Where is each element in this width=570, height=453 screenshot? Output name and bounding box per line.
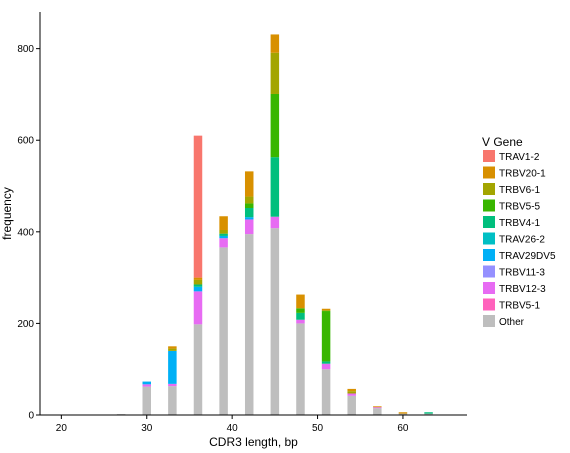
x-ticks: 20 30 40 50 60 [56, 415, 409, 434]
bar-segment-39-trbv20-1 [219, 216, 228, 230]
bar-segment-36-trbv6-1 [193, 279, 203, 285]
y-axis-title: frequency [0, 187, 14, 240]
x-tick-label-60: 60 [397, 423, 409, 434]
bar-segment-39-trav29dv5 [219, 235, 228, 239]
legend-label-trav29dv5: TRAV29DV5 [499, 251, 556, 262]
legend-swatch-trbv11-3 [483, 265, 495, 278]
bar-segment-45-trbv20-1 [270, 34, 280, 53]
legend-swatch-trav29dv5 [483, 249, 495, 261]
bar-segment-33-trav29dv5 [168, 350, 177, 384]
axes-layer [39, 12, 467, 416]
legend-title: V Gene [482, 135, 523, 149]
legend: V Gene TRAV1-2 TRBV20-1 TRBV6-1 TRBV5-5 TRBV… [482, 135, 556, 328]
legend-swatch-trbv5-5 [483, 199, 495, 212]
bar-segment-60-other [398, 413, 408, 415]
bar-segment-36-other [193, 324, 203, 415]
bar-segment-45-trbv6-1 [270, 52, 280, 94]
bar-segment-36-trav1-2 [193, 135, 203, 278]
bar-segment-36-trbv4-1 [193, 284, 203, 287]
bar-segment-48-trbv4-1 [296, 312, 305, 320]
bar-segment-33-other [168, 386, 177, 415]
bar-segment-48-trbv12-3 [296, 319, 305, 324]
bar-segment-36-trbv12-3 [193, 291, 203, 325]
bar-segment-45-other [270, 228, 280, 415]
bar-segment-63-trbv4-1 [424, 412, 433, 414]
bar-segment-54-trbv6-1 [347, 391, 356, 394]
legend-swatch-trbv6-1 [483, 183, 495, 195]
legend-label-trav1-2: TRAV1-2 [499, 152, 540, 163]
legend-label-trbv6-1: TRBV6-1 [499, 185, 541, 196]
y-tick-label-200: 200 [17, 319, 34, 330]
bar-segment-42-trbv4-1 [244, 208, 254, 218]
bar-segment-48-trbv20-1 [296, 294, 305, 309]
bar-segment-42-trav29dv5 [244, 217, 254, 220]
y-ticks: 0 200 400 600 800 [17, 44, 40, 422]
legend-label-trbv5-5: TRBV5-5 [499, 202, 541, 213]
bar-segment-30-trbv12-3 [142, 384, 151, 387]
y-tick-label-800: 800 [17, 44, 34, 55]
bar-segment-45-trbv12-3 [270, 216, 280, 229]
legend-label-other: Other [499, 317, 525, 328]
bar-segment-42-trbv20-1 [244, 171, 254, 197]
y-tick-label-0: 0 [28, 411, 34, 422]
legend-label-trbv5-1: TRBV5-1 [499, 301, 541, 312]
bar-segment-33-trbv12-3 [168, 383, 177, 387]
bar-segment-42-trbv12-3 [244, 219, 254, 235]
x-tick-label-40: 40 [227, 423, 239, 434]
x-tick-label-50: 50 [312, 423, 324, 434]
bar-segment-57-other [373, 408, 382, 415]
bar-segment-42-trbv6-1 [244, 196, 254, 204]
bar-segment-60-trbv20-1 [398, 412, 408, 414]
legend-swatch-trav1-2 [483, 150, 495, 162]
bar-segment-48-other [296, 323, 305, 415]
bar-segment-36-trav29dv5 [193, 286, 203, 292]
legend-label-trbv12-3: TRBV12-3 [499, 284, 546, 295]
bar-segment-33-trbv20-1 [168, 346, 177, 349]
bar-segment-57-trbv20-1 [373, 406, 382, 408]
legend-swatch-trbv4-1 [483, 216, 495, 228]
bar-segment-51-trbv4-1 [321, 361, 331, 364]
legend-swatch-trbv5-1 [483, 298, 495, 311]
bar-segment-36-trbv20-1 [193, 277, 203, 280]
x-tick-label-30: 30 [141, 423, 153, 434]
bar-segment-54-other [347, 395, 356, 415]
bar-segment-51-trbv5-5 [321, 311, 331, 362]
bar-segment-45-trbv5-5 [270, 93, 280, 158]
bar-segment-54-trbv12-3 [347, 393, 356, 396]
bar-segment-39-trbv12-3 [219, 238, 228, 248]
legend-swatch-trav26-2 [483, 232, 495, 245]
y-tick-label-400: 400 [17, 227, 34, 238]
bars-layer [65, 34, 459, 416]
bar-segment-51-trbv12-3 [321, 363, 331, 370]
bar-segment-42-trbv5-5 [244, 203, 254, 208]
legend-swatch-trbv20-1 [483, 166, 495, 179]
bar-segment-63-other [424, 413, 433, 415]
y-tick-label-600: 600 [17, 136, 34, 147]
bar-segment-39-other [219, 247, 228, 415]
bar-segment-57-trbv12-3 [373, 407, 382, 409]
bar-segment-42-other [244, 234, 254, 415]
bar-segment-51-trbv20-1 [321, 308, 331, 311]
bar-segment-48-trbv5-5 [296, 308, 305, 313]
bar-segment-39-trbv6-1 [219, 229, 228, 234]
bar-segment-45-trbv4-1 [270, 157, 280, 217]
bar-segment-51-trbv6-1 [321, 310, 331, 312]
legend-swatch-other [483, 315, 495, 327]
legend-label-trav26-2: TRAV26-2 [499, 235, 545, 246]
x-axis-title: CDR3 length, bp [209, 435, 298, 449]
legend-swatch-trbv12-3 [483, 282, 495, 294]
x-tick-label-20: 20 [56, 423, 68, 434]
bar-segment-33-trbv6-1 [168, 348, 177, 351]
bar-segment-39-trbv4-1 [219, 233, 228, 236]
bar-segment-30-trav29dv5 [142, 381, 151, 385]
bar-segment-30-other [142, 386, 151, 415]
bar-segment-51-other [321, 369, 331, 415]
legend-label-trbv4-1: TRBV4-1 [499, 218, 541, 229]
legend-label-trbv11-3: TRBV11-3 [499, 268, 545, 279]
legend-label-trbv20-1: TRBV20-1 [499, 169, 546, 180]
bar-segment-54-trbv20-1 [347, 388, 356, 392]
